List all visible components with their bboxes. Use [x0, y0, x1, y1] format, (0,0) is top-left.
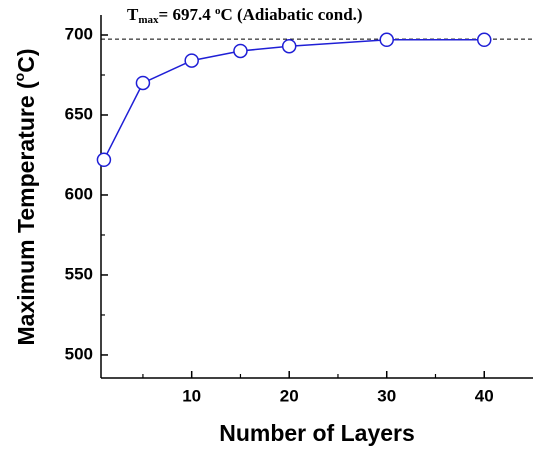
x-tick-label: 10	[182, 386, 201, 405]
data-point	[379, 32, 394, 48]
data-point	[476, 32, 492, 48]
annotation-sup: o	[215, 5, 221, 17]
y-axis-label: Maximum Temperature (oC)	[11, 49, 39, 346]
x-axis-label: Number of Layers	[219, 420, 415, 446]
annotation: Tmax= 697.4 oC (Adiabatic cond.)	[127, 5, 363, 26]
data-point	[281, 38, 297, 54]
annotation-rest: C (Adiabatic cond.)	[220, 5, 362, 24]
y-tick-label: 500	[65, 344, 93, 363]
data-point	[184, 53, 199, 68]
y-label-end: C)	[13, 49, 39, 73]
y-label-start: Maximum Temperature (	[13, 81, 39, 345]
x-tick-label: 30	[377, 386, 396, 405]
y-tick-label: 600	[65, 184, 93, 203]
data-point	[135, 75, 151, 91]
annotation-sub: max	[138, 14, 159, 26]
y-label-sup: o	[11, 73, 27, 82]
x-tick-label: 20	[280, 386, 299, 405]
data-point	[96, 152, 112, 168]
y-tick-label: 550	[65, 264, 93, 283]
x-tick-label: 40	[475, 386, 494, 405]
data-point	[233, 43, 248, 59]
annotation-base: T	[127, 5, 139, 24]
series-line	[103, 39, 485, 161]
y-tick-label: 650	[65, 104, 93, 123]
annotation-mid: = 697.4	[159, 5, 215, 24]
y-tick-label: 700	[65, 24, 93, 43]
